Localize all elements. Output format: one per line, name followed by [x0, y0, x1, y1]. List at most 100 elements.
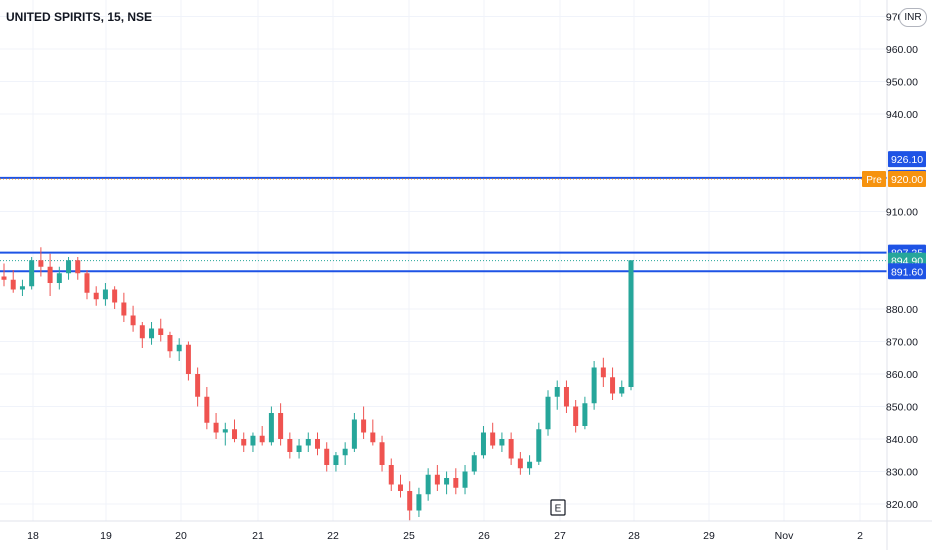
- candle-body: [112, 289, 118, 303]
- candle-body: [250, 435, 256, 446]
- candle: [351, 413, 357, 452]
- candle-body: [610, 377, 616, 394]
- candle-body: [471, 455, 477, 472]
- price-axis[interactable]: 970.00960.00950.00940.00910.00880.00870.…: [886, 12, 918, 512]
- pre-tag-bg: [862, 171, 886, 187]
- candle: [462, 465, 468, 495]
- time-tick-label: 22: [327, 530, 339, 542]
- candle: [66, 257, 72, 280]
- price-axis-label-bg: [888, 171, 926, 187]
- price-axis-label: 891.60: [891, 266, 923, 278]
- candle-body: [370, 432, 376, 443]
- candle-body: [139, 325, 145, 339]
- candle: [296, 439, 302, 459]
- candle-body: [10, 279, 16, 290]
- candle: [527, 455, 533, 475]
- candle-body: [444, 478, 450, 485]
- candle: [315, 432, 320, 456]
- price-tick-label: 960.00: [886, 44, 918, 56]
- candle-body: [517, 458, 523, 469]
- symbol-title: UNITED SPIRITS, 15, NSE: [6, 10, 153, 24]
- time-tick-label: 29: [703, 530, 715, 542]
- candle-body: [453, 478, 459, 488]
- candle: [416, 487, 422, 517]
- candle: [195, 367, 201, 407]
- candle: [434, 465, 440, 491]
- earnings-marker[interactable]: E: [550, 499, 566, 516]
- candle-body: [232, 429, 238, 439]
- currency-badge[interactable]: INR: [899, 8, 927, 27]
- candle: [232, 419, 238, 443]
- candle-body: [563, 387, 569, 407]
- candle: [167, 331, 173, 358]
- candle-body: [315, 439, 320, 449]
- time-tick-label: 18: [27, 530, 39, 542]
- candle: [554, 380, 560, 410]
- candle: [19, 279, 25, 296]
- candle: [259, 426, 265, 446]
- candle: [250, 432, 256, 452]
- candle: [453, 468, 459, 495]
- candle: [425, 468, 431, 501]
- price-axis-label: 920.00: [891, 174, 923, 186]
- candle-body: [425, 474, 431, 495]
- candle: [222, 422, 228, 446]
- candle-body: [333, 455, 339, 465]
- candle-body: [121, 302, 127, 316]
- candle: [324, 442, 330, 472]
- price-axis-label-bg: [888, 263, 926, 280]
- candle-body: [379, 442, 385, 465]
- candle: [563, 380, 569, 413]
- candle-body: [508, 439, 514, 459]
- price-tick-label: 880.00: [886, 304, 918, 316]
- candle: [444, 471, 450, 495]
- candle-body: [158, 328, 164, 335]
- candle: [628, 260, 634, 391]
- candle: [499, 432, 505, 452]
- candlestick-series[interactable]: [1, 247, 634, 521]
- candle: [38, 247, 44, 277]
- candle-body: [167, 335, 173, 352]
- candle-body: [185, 344, 191, 374]
- candle-body: [130, 315, 136, 326]
- candle: [84, 270, 90, 300]
- candle: [287, 432, 293, 459]
- candle: [397, 474, 403, 498]
- candle: [185, 341, 191, 381]
- candle: [47, 253, 53, 296]
- candle: [517, 452, 523, 475]
- price-levels[interactable]: [0, 176, 887, 273]
- candle: [158, 318, 164, 342]
- price-tick-label: 910.00: [886, 207, 918, 219]
- candle-body: [75, 260, 81, 274]
- candle-body: [416, 494, 422, 511]
- candle: [361, 406, 367, 439]
- candle-body: [84, 273, 90, 293]
- candle-body: [462, 471, 468, 488]
- candle-body: [545, 396, 551, 430]
- candle: [508, 432, 514, 465]
- candle-body: [407, 491, 413, 511]
- candle: [573, 400, 579, 433]
- candle-body: [342, 448, 348, 456]
- candle-body: [628, 260, 634, 387]
- candle: [600, 357, 606, 387]
- candle: [93, 286, 99, 306]
- price-tick-label: 870.00: [886, 337, 918, 349]
- candle-body: [324, 448, 330, 465]
- candle: [102, 283, 108, 306]
- candle: [471, 452, 477, 475]
- candle-body: [38, 260, 44, 267]
- candle-body: [1, 276, 7, 280]
- candle-body: [287, 439, 293, 452]
- candle: [139, 322, 145, 348]
- candle-body: [554, 387, 560, 397]
- candle: [536, 422, 542, 465]
- candle-body: [176, 344, 182, 352]
- time-axis[interactable]: 18 19 20 21 22 25 26 27 28 29 Nov 2: [27, 530, 863, 542]
- candle-body: [296, 445, 302, 452]
- candle-body: [47, 266, 53, 283]
- candle-body: [222, 429, 228, 433]
